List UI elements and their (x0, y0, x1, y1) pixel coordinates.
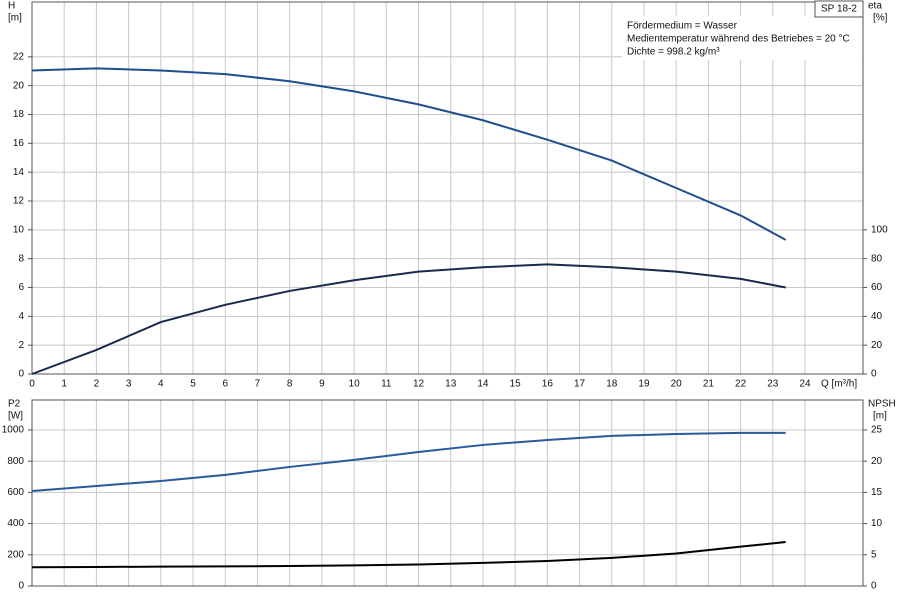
x-tick-label: 16 (542, 379, 554, 390)
x-tick-label: 1 (61, 379, 67, 390)
curve (31, 431, 786, 492)
y-axis-label: P2 (8, 399, 21, 410)
y2-tick-label: 15 (871, 487, 883, 498)
y-tick-label: 6 (18, 282, 24, 293)
x-tick-label: 0 (29, 379, 35, 390)
x-tick-label: 24 (799, 379, 811, 390)
x-tick-label: 11 (381, 379, 392, 390)
annotation: Fördermedium = Wasser (627, 21, 738, 32)
x-tick-label: 12 (413, 379, 425, 390)
y2-axis-unit: [%] (873, 13, 888, 24)
annotation: Medientemperatur während des Betriebes =… (627, 34, 850, 45)
y-axis-unit: [m] (8, 13, 22, 24)
y-tick-label: 14 (13, 167, 25, 178)
x-tick-label: 14 (477, 379, 489, 390)
model-box (814, 0, 864, 18)
annotation: Dichte = 998.2 kg/m³ (627, 47, 720, 58)
y-tick-label: 12 (13, 196, 25, 207)
y2-tick-label: 20 (871, 340, 883, 351)
x-tick-label: 5 (190, 379, 196, 390)
y-tick-label: 22 (13, 51, 25, 62)
y-tick-label: 0 (18, 581, 24, 592)
y2-axis-label: NPSH (868, 399, 896, 410)
x-tick-label: 13 (445, 379, 457, 390)
y-tick-label: 200 (7, 549, 24, 560)
model-label: SP 18-2 (821, 4, 857, 15)
y-tick-label: 18 (13, 109, 25, 120)
y2-axis-label: eta (868, 1, 882, 12)
x-tick-label: 20 (671, 379, 683, 390)
y2-tick-label: 80 (871, 253, 883, 264)
x-tick-label: 19 (638, 379, 650, 390)
x-axis-label: Q [m³/h] (821, 379, 857, 390)
x-tick-label: 6 (222, 379, 228, 390)
x-tick-label: 18 (606, 379, 618, 390)
y2-tick-label: 0 (871, 581, 877, 592)
y-tick-label: 0 (18, 369, 24, 380)
y2-tick-label: 5 (871, 549, 877, 560)
curve (31, 541, 786, 569)
x-tick-label: 10 (349, 379, 361, 390)
x-tick-label: 17 (574, 379, 586, 390)
y2-tick-label: 40 (871, 311, 883, 322)
y-axis-label: H (8, 1, 15, 12)
x-tick-label: 8 (287, 379, 293, 390)
y-axis-unit: [W] (8, 411, 23, 422)
y-tick-label: 600 (7, 487, 24, 498)
y-tick-label: 1000 (2, 425, 25, 436)
y2-axis-unit: [m] (873, 411, 887, 422)
x-tick-label: 22 (735, 379, 747, 390)
plot-frame (31, 399, 864, 587)
y-tick-label: 4 (18, 311, 24, 322)
x-tick-label: 7 (255, 379, 261, 390)
x-tick-label: 9 (319, 379, 325, 390)
y2-tick-label: 10 (871, 518, 883, 529)
curve (31, 67, 787, 241)
y2-tick-label: 100 (871, 224, 888, 235)
y-tick-label: 16 (13, 138, 25, 149)
curve (31, 263, 786, 375)
x-tick-label: 3 (126, 379, 132, 390)
x-tick-label: 4 (158, 379, 164, 390)
plot-frame (31, 1, 864, 375)
y2-tick-label: 0 (871, 369, 877, 380)
x-tick-label: 21 (703, 379, 715, 390)
info-box (622, 16, 862, 60)
y-tick-label: 400 (7, 518, 24, 529)
y2-tick-label: 60 (871, 282, 883, 293)
y-tick-label: 8 (18, 253, 24, 264)
y-tick-label: 2 (18, 340, 24, 351)
x-tick-label: 2 (94, 379, 100, 390)
y-tick-label: 800 (7, 456, 24, 467)
y2-tick-label: 20 (871, 456, 883, 467)
y-tick-label: 10 (13, 224, 25, 235)
y2-tick-label: 25 (871, 425, 883, 436)
x-tick-label: 15 (510, 379, 522, 390)
y-tick-label: 20 (13, 80, 25, 91)
x-tick-label: 23 (767, 379, 779, 390)
